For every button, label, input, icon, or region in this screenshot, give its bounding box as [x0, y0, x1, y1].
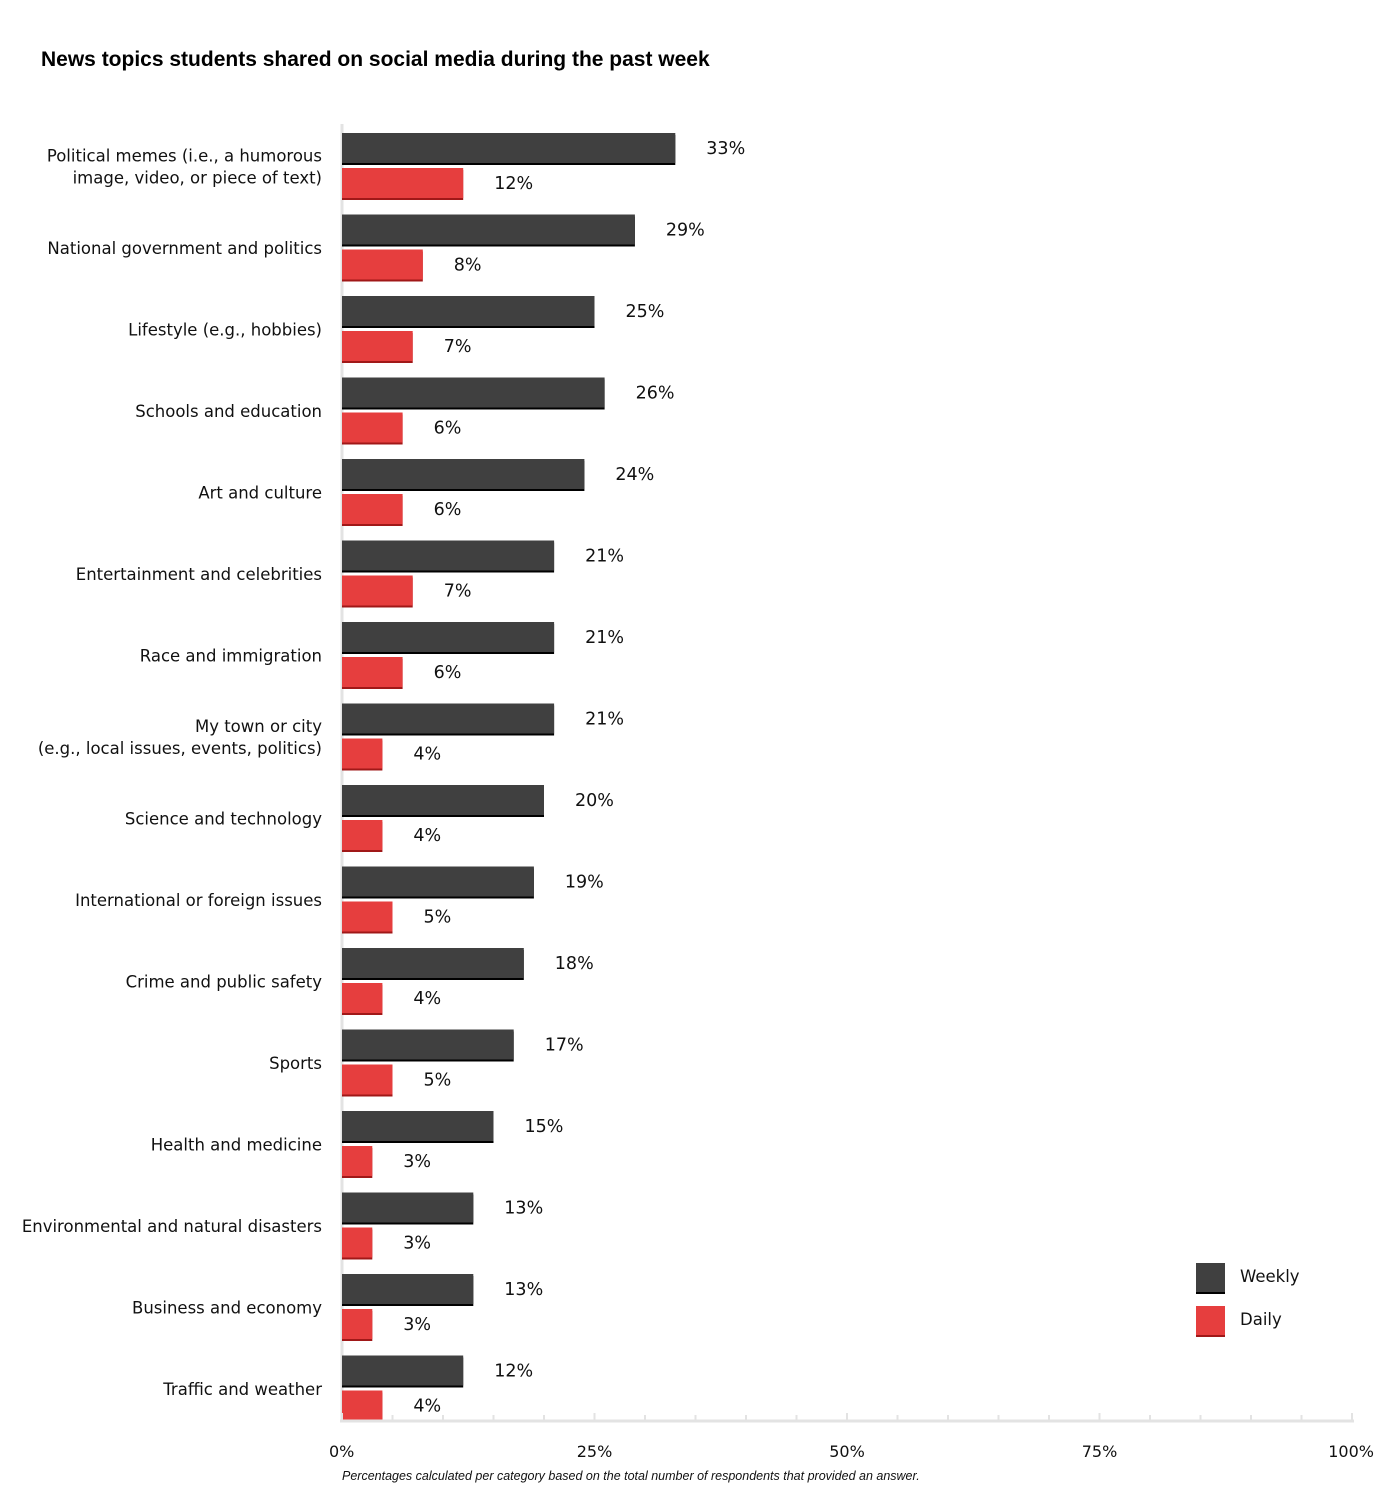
value-label-weekly: 29%: [666, 221, 705, 241]
chart-title: News topics students shared on social me…: [41, 48, 710, 71]
bar-daily: [342, 168, 464, 198]
value-label-weekly: 21%: [585, 547, 624, 567]
category-label: Health and medicine: [151, 1136, 322, 1155]
bar-weekly: [342, 622, 555, 652]
value-label-daily: 8%: [454, 256, 482, 276]
value-label-daily: 4%: [413, 1397, 441, 1417]
category-label: Environmental and natural disasters: [22, 1217, 322, 1236]
value-label-weekly: 25%: [626, 302, 665, 322]
category-label: National government and politics: [47, 239, 322, 258]
value-label-weekly: 12%: [494, 1362, 533, 1382]
bar-daily: [342, 1146, 373, 1176]
bar-weekly: [342, 866, 534, 897]
value-label-daily: 5%: [424, 1071, 452, 1091]
bar-daily: [342, 657, 403, 687]
bar-weekly: [342, 377, 605, 408]
category-label: International or foreign issues: [75, 891, 322, 910]
category-label: Business and economy: [132, 1299, 322, 1318]
value-label-daily: 3%: [403, 1234, 431, 1254]
value-label-daily: 6%: [434, 419, 462, 439]
category-label: Race and immigration: [140, 647, 322, 666]
bar-daily: [342, 738, 383, 769]
category-label: Traffic and weather: [162, 1380, 322, 1399]
value-label-daily: 4%: [413, 745, 441, 765]
value-label-weekly: 26%: [636, 384, 675, 404]
category-label: image, video, or piece of text): [73, 169, 322, 188]
bar-weekly: [342, 1192, 474, 1223]
value-label-daily: 4%: [413, 989, 441, 1009]
legend-label: Weekly: [1240, 1267, 1300, 1286]
category-label: Political memes (i.e., a humorous: [47, 147, 322, 166]
category-label: Art and culture: [198, 484, 322, 503]
value-label-daily: 6%: [434, 500, 462, 520]
x-tick-label: 0%: [329, 1442, 354, 1461]
value-label-weekly: 18%: [555, 954, 594, 974]
x-tick-label: 75%: [1082, 1442, 1118, 1461]
bar-daily: [342, 1227, 373, 1258]
bar-weekly: [342, 1111, 494, 1141]
category-label: Science and technology: [125, 810, 322, 829]
legend-swatch: [1196, 1306, 1225, 1335]
category-label: (e.g., local issues, events, politics): [38, 739, 322, 758]
value-label-weekly: 20%: [575, 791, 614, 811]
bar-weekly: [342, 1029, 514, 1060]
bar-daily: [342, 494, 403, 524]
bar-daily: [342, 901, 393, 932]
bar-daily: [342, 575, 413, 606]
bar-weekly: [342, 1355, 464, 1386]
x-tick-label: 50%: [829, 1442, 865, 1461]
value-label-weekly: 13%: [504, 1199, 543, 1219]
bar-daily: [342, 983, 383, 1013]
value-label-daily: 4%: [413, 826, 441, 846]
category-label: Sports: [269, 1054, 322, 1073]
bar-weekly: [342, 1274, 474, 1304]
value-label-daily: 7%: [444, 582, 472, 602]
value-label-daily: 3%: [403, 1315, 431, 1335]
value-label-daily: 5%: [424, 908, 452, 928]
x-tick-label: 100%: [1328, 1442, 1374, 1461]
value-label-daily: 3%: [403, 1152, 431, 1172]
value-label-weekly: 19%: [565, 873, 604, 893]
legend-swatch: [1196, 1263, 1225, 1292]
bar-daily: [342, 249, 423, 280]
chart-footnote: Percentages calculated per category base…: [342, 1469, 920, 1483]
value-label-weekly: 15%: [525, 1117, 564, 1137]
value-label-daily: 7%: [444, 337, 472, 357]
value-label-weekly: 33%: [706, 139, 745, 159]
bar-weekly: [342, 296, 595, 326]
category-label: Entertainment and celebrities: [76, 565, 322, 584]
value-label-weekly: 24%: [615, 465, 654, 485]
value-label-weekly: 13%: [504, 1280, 543, 1300]
category-label: Schools and education: [135, 402, 322, 421]
bar-daily: [342, 1390, 383, 1421]
value-label-weekly: 21%: [585, 628, 624, 648]
bar-daily: [342, 331, 413, 361]
bar-weekly: [342, 948, 524, 978]
bar-weekly: [342, 703, 555, 734]
bar-weekly: [342, 214, 635, 245]
bar-daily: [342, 1064, 393, 1095]
bar-weekly: [342, 133, 676, 163]
bar-daily: [342, 820, 383, 850]
category-label: Crime and public safety: [126, 973, 323, 992]
value-label-daily: 12%: [494, 174, 533, 194]
legend-item-daily: Daily: [1196, 1306, 1282, 1337]
value-label-weekly: 17%: [545, 1036, 584, 1056]
value-label-weekly: 21%: [585, 710, 624, 730]
legend-label: Daily: [1240, 1310, 1282, 1329]
x-tick-label: 25%: [577, 1442, 613, 1461]
category-label: Lifestyle (e.g., hobbies): [128, 321, 322, 340]
value-label-daily: 6%: [434, 663, 462, 683]
bar-daily: [342, 1309, 373, 1339]
bar-weekly: [342, 540, 555, 571]
bar-weekly: [342, 785, 544, 815]
bar-daily: [342, 412, 403, 443]
legend-item-weekly: Weekly: [1196, 1263, 1300, 1294]
category-label: My town or city: [195, 717, 322, 736]
bar-weekly: [342, 459, 585, 489]
